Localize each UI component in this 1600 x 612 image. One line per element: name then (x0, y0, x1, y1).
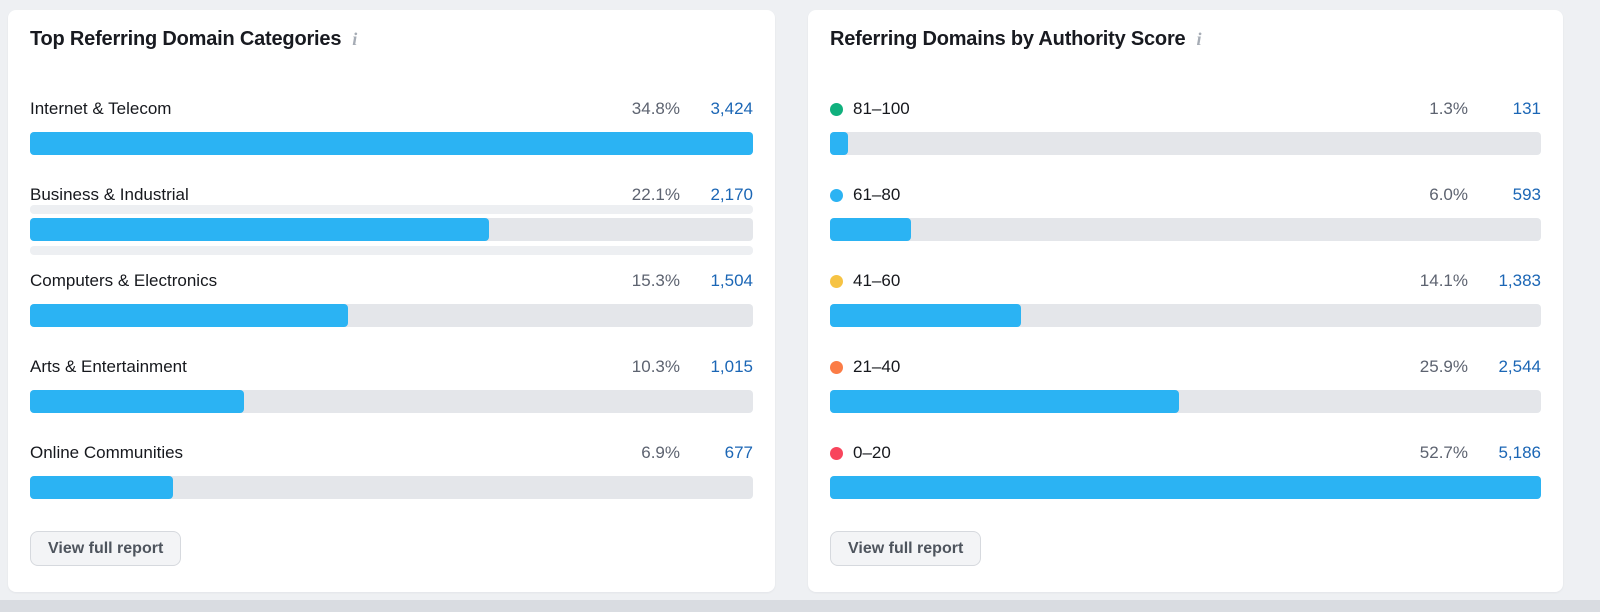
row-count-link[interactable]: 2,544 (1498, 357, 1541, 376)
score-color-dot (830, 102, 843, 116)
row-header: Computers & Electronics 15.3% 1,504 (30, 270, 753, 292)
card-title: Referring Domains by Authority Score (830, 28, 1186, 50)
metric-row: Online Communities 6.9% 677 (30, 442, 753, 499)
progress-bar-fill (830, 476, 1541, 499)
metric-row: 0–20 52.7% 5,186 (830, 442, 1541, 499)
score-color-dot (830, 360, 843, 374)
row-count-link[interactable]: 2,170 (710, 185, 753, 204)
row-label: 0–20 (853, 443, 891, 462)
card-title: Top Referring Domain Categories (30, 28, 342, 50)
progress-bar-track (830, 218, 1541, 241)
row-header: 81–100 1.3% 131 (830, 98, 1541, 120)
category-rows: Internet & Telecom 34.8% 3,424 Business … (8, 64, 775, 528)
view-full-report-button[interactable]: View full report (30, 531, 182, 566)
score-color-dot (830, 274, 843, 288)
row-label: Business & Industrial (30, 185, 189, 204)
row-count-link[interactable]: 1,015 (710, 357, 753, 376)
score-color-dot (830, 188, 843, 202)
row-count-link[interactable]: 5,186 (1498, 443, 1541, 462)
row-label: 41–60 (853, 271, 901, 290)
metric-row: 61–80 6.0% 593 (830, 184, 1541, 241)
row-label: 21–40 (853, 357, 901, 376)
row-percent: 10.3% (631, 357, 680, 376)
page-bottom-strip (0, 600, 1600, 612)
backlinks-dashboard: Top Referring Domain Categories i Intern… (8, 10, 1563, 592)
progress-bar-track (830, 132, 1541, 155)
view-full-report-button[interactable]: View full report (830, 531, 982, 566)
row-label: Online Communities (30, 443, 184, 462)
card-header: Top Referring Domain Categories i (8, 10, 775, 64)
row-percent: 1.3% (1429, 99, 1468, 118)
card-top-referring-domain-categories: Top Referring Domain Categories i Intern… (8, 10, 775, 592)
row-label: 61–80 (853, 185, 901, 204)
progress-bar-track (830, 390, 1541, 413)
progress-bar-fill (830, 132, 848, 155)
row-percent: 6.0% (1429, 185, 1468, 204)
metric-row: 81–100 1.3% 131 (830, 98, 1541, 155)
progress-bar-fill (30, 476, 174, 499)
metric-row: Internet & Telecom 34.8% 3,424 (30, 98, 753, 155)
row-count-link[interactable]: 593 (1512, 185, 1541, 204)
row-header: 41–60 14.1% 1,383 (830, 270, 1541, 292)
row-header: Business & Industrial 22.1% 2,170 (30, 184, 753, 206)
progress-bar-track (30, 205, 753, 255)
row-header: 21–40 25.9% 2,544 (830, 356, 1541, 378)
progress-bar-track (30, 304, 753, 327)
progress-bar-fill (30, 218, 490, 241)
progress-bar-fill (30, 304, 349, 327)
metric-row: Business & Industrial 22.1% 2,170 (30, 184, 753, 255)
row-header: Internet & Telecom 34.8% 3,424 (30, 98, 753, 120)
row-percent: 14.1% (1419, 271, 1468, 290)
progress-bar-track (30, 132, 753, 155)
progress-bar-track (30, 476, 753, 499)
card-referring-domains-by-authority-score: Referring Domains by Authority Score i 8… (808, 10, 1563, 592)
progress-bar-track (830, 476, 1541, 499)
row-header: 61–80 6.0% 593 (830, 184, 1541, 206)
score-color-dot (830, 446, 843, 460)
row-percent: 25.9% (1419, 357, 1468, 376)
progress-bar-track (830, 304, 1541, 327)
row-percent: 6.9% (641, 443, 680, 462)
row-label: 81–100 (853, 99, 910, 118)
metric-row: Arts & Entertainment 10.3% 1,015 (30, 356, 753, 413)
row-header: Arts & Entertainment 10.3% 1,015 (30, 356, 753, 378)
card-footer: View full report (808, 528, 1563, 593)
progress-bar-fill (830, 304, 1021, 327)
row-count-link[interactable]: 131 (1512, 99, 1541, 118)
row-label: Computers & Electronics (30, 271, 218, 290)
row-percent: 34.8% (631, 99, 680, 118)
progress-bar-fill (30, 390, 244, 413)
card-header: Referring Domains by Authority Score i (808, 10, 1563, 64)
row-header: Online Communities 6.9% 677 (30, 442, 753, 464)
row-percent: 22.1% (631, 185, 680, 204)
progress-bar-fill (30, 132, 753, 155)
score-rows: 81–100 1.3% 131 61–80 6.0% 593 41–60 14.… (808, 64, 1563, 528)
progress-bar-fill (830, 390, 1180, 413)
card-footer: View full report (8, 528, 775, 593)
info-icon[interactable]: i (1196, 28, 1202, 49)
row-label: Internet & Telecom (30, 99, 172, 118)
metric-row: Computers & Electronics 15.3% 1,504 (30, 270, 753, 327)
row-count-link[interactable]: 677 (724, 443, 753, 462)
metric-row: 41–60 14.1% 1,383 (830, 270, 1541, 327)
info-icon[interactable]: i (352, 28, 358, 49)
row-count-link[interactable]: 1,504 (710, 271, 753, 290)
row-percent: 52.7% (1419, 443, 1468, 462)
row-count-link[interactable]: 3,424 (710, 99, 753, 118)
row-percent: 15.3% (631, 271, 680, 290)
row-label: Arts & Entertainment (30, 357, 187, 376)
progress-bar-fill (830, 218, 912, 241)
row-header: 0–20 52.7% 5,186 (830, 442, 1541, 464)
progress-bar-track (30, 390, 753, 413)
row-count-link[interactable]: 1,383 (1498, 271, 1541, 290)
metric-row: 21–40 25.9% 2,544 (830, 356, 1541, 413)
